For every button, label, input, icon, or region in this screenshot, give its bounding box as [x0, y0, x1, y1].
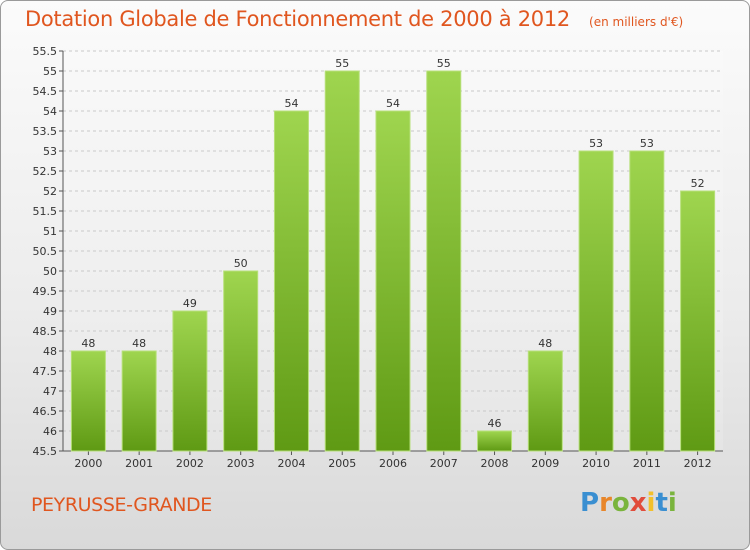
y-tick-label: 53: [43, 145, 57, 158]
bar: [223, 270, 259, 452]
x-tick-label: 2005: [328, 457, 356, 470]
bar: [578, 150, 614, 452]
y-tick-label: 53.5: [33, 125, 58, 138]
y-tick-label: 49.5: [33, 285, 58, 298]
y-tick-label: 54: [43, 105, 57, 118]
bar: [121, 350, 157, 452]
y-tick-label: 50.5: [33, 245, 58, 258]
y-tick-label: 52.5: [33, 165, 58, 178]
y-tick-label: 46: [43, 425, 57, 438]
bar: [172, 310, 208, 452]
bar: [324, 70, 360, 452]
y-tick-label: 47.5: [33, 365, 58, 378]
x-tick-label: 2012: [684, 457, 712, 470]
x-tick-label: 2001: [125, 457, 153, 470]
bar: [527, 350, 563, 452]
y-tick-label: 48: [43, 345, 57, 358]
data-label: 48: [538, 337, 552, 350]
commune-name: PEYRUSSE-GRANDE: [31, 494, 212, 516]
y-tick-label: 51.5: [33, 205, 58, 218]
data-label: 48: [81, 337, 95, 350]
data-label: 54: [284, 97, 298, 110]
data-label: 50: [234, 257, 248, 270]
y-tick-label: 51: [43, 225, 57, 238]
x-tick-label: 2008: [481, 457, 509, 470]
x-tick-label: 2007: [430, 457, 458, 470]
y-tick-label: 49: [43, 305, 57, 318]
data-label: 53: [640, 137, 654, 150]
proxiti-logo[interactable]: Proxiti: [580, 488, 677, 518]
labels: 45.5 46 46.5 47 47.5 48 48.5 49 49.5 50 50.5 51 51.5…: [33, 45, 712, 470]
y-tick-label: 54.5: [33, 85, 58, 98]
chart-unit: (en milliers d'€): [589, 15, 684, 29]
bars: [70, 70, 716, 452]
bar: [70, 350, 106, 452]
y-tick-label: 50: [43, 265, 57, 278]
data-label: 52: [691, 177, 705, 190]
chart-title: Dotation Globale de Fonctionnement de 20…: [25, 7, 570, 31]
bar: [375, 110, 411, 452]
x-tick-label: 2002: [176, 457, 204, 470]
x-tick-label: 2009: [531, 457, 559, 470]
y-tick-label: 55.5: [33, 45, 58, 58]
bar: [426, 70, 462, 452]
y-tick-label: 46.5: [33, 405, 58, 418]
x-tick-label: 2000: [74, 457, 102, 470]
y-tick-label: 45.5: [33, 445, 58, 458]
data-label: 48: [132, 337, 146, 350]
x-tick-label: 2011: [633, 457, 661, 470]
data-label: 46: [488, 417, 502, 430]
y-tick-label: 47: [43, 385, 57, 398]
bar: [629, 150, 665, 452]
y-tick-label: 52: [43, 185, 57, 198]
bar: [477, 430, 513, 452]
x-tick-label: 2003: [227, 457, 255, 470]
y-tick-label: 48.5: [33, 325, 58, 338]
data-label: 53: [589, 137, 603, 150]
x-tick-label: 2004: [277, 457, 305, 470]
bar: [273, 110, 309, 452]
x-tick-label: 2006: [379, 457, 407, 470]
data-label: 54: [386, 97, 400, 110]
title-row: Dotation Globale de Fonctionnement de 20…: [25, 7, 683, 31]
bar: [680, 190, 716, 452]
data-label: 55: [335, 57, 349, 70]
x-tick-label: 2010: [582, 457, 610, 470]
data-label: 49: [183, 297, 197, 310]
y-tick-label: 55: [43, 65, 57, 78]
data-label: 55: [437, 57, 451, 70]
